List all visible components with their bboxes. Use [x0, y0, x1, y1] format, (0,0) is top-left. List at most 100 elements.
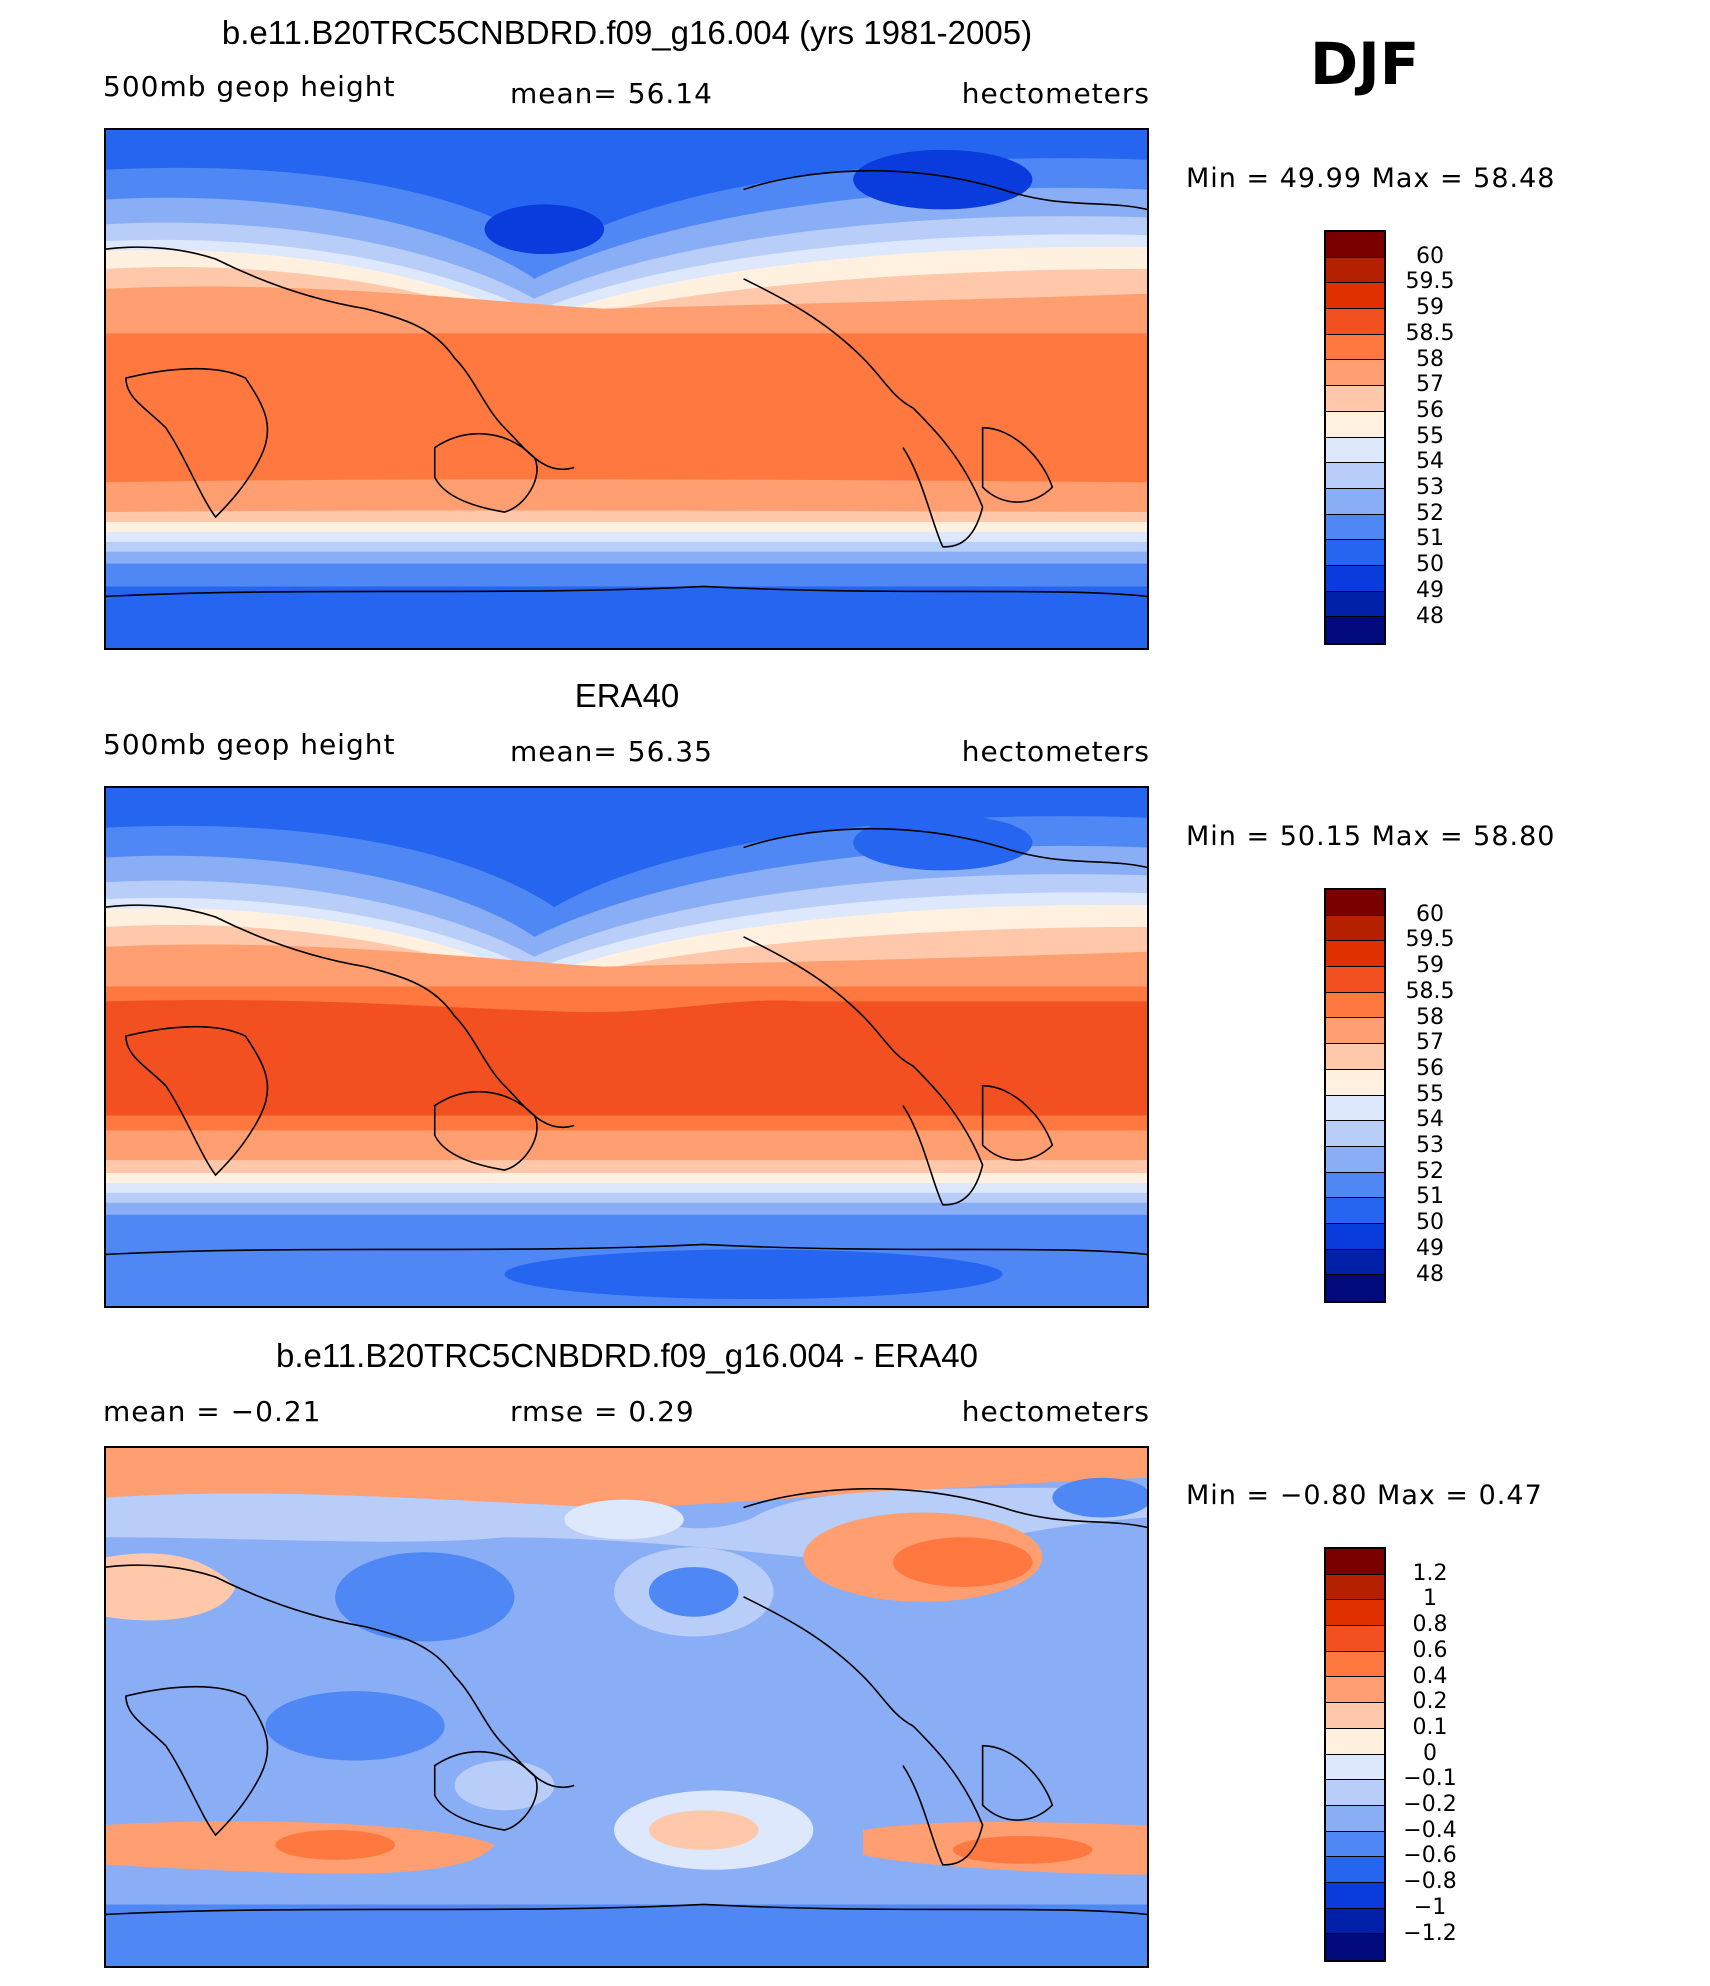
colorbar-swatch [1326, 1018, 1384, 1045]
colorbar-swatch [1326, 617, 1384, 643]
panel-3-units-label: hectometers [961, 1395, 1150, 1428]
colorbar-swatch [1326, 386, 1384, 412]
colorbar-swatch [1326, 915, 1384, 942]
colorbar-tick-label: 1 [1423, 1586, 1437, 1612]
panel-2-mean-label: mean= 56.35 [510, 735, 713, 768]
colorbar-swatch [1326, 1703, 1384, 1729]
colorbar-swatch [1326, 1146, 1384, 1173]
colorbar-swatch [1326, 334, 1384, 361]
colorbar-tick-label: −0.2 [1403, 1792, 1457, 1817]
colorbar-tick-label: 51 [1416, 526, 1444, 552]
colorbar-tick-label: 58.5 [1405, 978, 1455, 1004]
colorbar-swatch [1326, 1831, 1384, 1858]
colorbar-tick-label: −0.6 [1403, 1843, 1457, 1869]
panel-2-variable-label: 500mb geop height [103, 728, 396, 761]
colorbar-tick-label: 0.4 [1412, 1663, 1448, 1689]
colorbar-tick-label: 55 [1416, 423, 1444, 449]
panel-3-rmse-label: rmse = 0.29 [510, 1395, 695, 1428]
colorbar-swatch [1326, 1651, 1384, 1678]
panel-1-mean-label: mean= 56.14 [510, 77, 713, 110]
colorbar-swatch [1326, 967, 1384, 993]
colorbar-swatch [1326, 1249, 1384, 1276]
colorbar-tick-label: 49 [1416, 577, 1444, 603]
colorbar-swatch [1326, 1677, 1384, 1704]
colorbar-swatch [1326, 1574, 1384, 1601]
panel-1-contour-map [106, 130, 1147, 648]
panel-2-contour-map [106, 788, 1147, 1306]
panel-1-min-max: Min = 49.99 Max = 58.48 [1186, 163, 1556, 194]
panel-2-min-max: Min = 50.15 Max = 58.80 [1186, 821, 1556, 852]
colorbar-swatch [1326, 1044, 1384, 1070]
colorbar-tick-label: 59 [1416, 295, 1444, 321]
colorbar-tick-label: 49 [1416, 1235, 1444, 1261]
colorbar-tick-label: 0.8 [1412, 1612, 1448, 1638]
colorbar-swatch [1326, 1626, 1384, 1652]
colorbar-swatch [1326, 463, 1384, 489]
colorbar-swatch [1326, 1908, 1384, 1935]
colorbar-tick-label: 54 [1416, 449, 1444, 475]
colorbar-swatch [1326, 591, 1384, 618]
colorbar-swatch [1326, 1549, 1384, 1575]
colorbar-tick-label: 58.5 [1405, 320, 1455, 346]
colorbar-swatch [1326, 1121, 1384, 1147]
colorbar-swatch [1326, 1069, 1384, 1096]
colorbar-swatch [1326, 1728, 1384, 1755]
colorbar-tick-label: 59 [1416, 953, 1444, 979]
colorbar-tick-label: 50 [1416, 552, 1444, 578]
colorbar-swatch [1326, 488, 1384, 515]
panel-2-map [104, 786, 1149, 1308]
colorbar-tick-label: 1.2 [1412, 1560, 1448, 1586]
colorbar-tick-label: 51 [1416, 1184, 1444, 1210]
colorbar-swatch [1326, 283, 1384, 310]
colorbar-tick-label: 0 [1423, 1740, 1437, 1766]
colorbar-swatch [1326, 257, 1384, 284]
colorbar-swatch [1326, 1857, 1384, 1883]
colorbar-swatch [1326, 514, 1384, 541]
colorbar-swatch [1326, 565, 1384, 592]
colorbar-swatch [1326, 941, 1384, 968]
colorbar-tick-label: 53 [1416, 1133, 1444, 1158]
colorbar-tick-label: 59.5 [1405, 927, 1455, 953]
colorbar-swatch [1326, 437, 1384, 464]
panel-1-map [104, 128, 1149, 650]
colorbar-tick-label: 48 [1416, 1261, 1444, 1287]
colorbar-tick-label: 48 [1416, 603, 1444, 629]
colorbar-tick-label: 56 [1416, 1055, 1444, 1081]
colorbar-swatch [1326, 1198, 1384, 1224]
colorbar-tick-label: 58 [1416, 1004, 1444, 1030]
panel-2-colorbar [1324, 888, 1386, 1303]
colorbar-swatch [1326, 992, 1384, 1019]
panel-3-title: b.e11.B20TRC5CNBDRD.f09_g16.004 - ERA40 [276, 1337, 978, 1374]
colorbar-swatch [1326, 1172, 1384, 1199]
panel-3-map [104, 1446, 1149, 1968]
colorbar-tick-label: −1.2 [1403, 1920, 1457, 1946]
panel-3-min-max: Min = −0.80 Max = 0.47 [1186, 1480, 1543, 1511]
colorbar-tick-label: 54 [1416, 1107, 1444, 1133]
colorbar-tick-label: 0.1 [1412, 1714, 1448, 1740]
colorbar-swatch [1326, 540, 1384, 566]
colorbar-tick-label: 53 [1416, 475, 1444, 500]
panel-2-title: ERA40 [574, 677, 680, 714]
panel-1-title: b.e11.B20TRC5CNBDRD.f09_g16.004 (yrs 198… [221, 14, 1033, 51]
panel-1-units-label: hectometers [961, 77, 1150, 110]
colorbar-tick-label: 52 [1416, 500, 1444, 526]
colorbar-tick-label: −0.4 [1403, 1817, 1457, 1843]
colorbar-swatch [1326, 1754, 1384, 1781]
colorbar-swatch [1326, 360, 1384, 387]
colorbar-tick-label: −0.1 [1403, 1766, 1457, 1792]
colorbar-swatch [1326, 1223, 1384, 1250]
colorbar-swatch [1326, 1882, 1384, 1909]
colorbar-tick-label: 60 [1416, 243, 1444, 269]
colorbar-tick-label: 55 [1416, 1081, 1444, 1107]
colorbar-swatch [1326, 1934, 1384, 1960]
colorbar-swatch [1326, 411, 1384, 438]
colorbar-tick-label: 57 [1416, 1030, 1444, 1056]
panel-3-colorbar [1324, 1547, 1386, 1962]
panel-1-variable-label: 500mb geop height [103, 70, 396, 103]
colorbar-tick-label: −1 [1413, 1894, 1447, 1920]
colorbar-tick-label: 52 [1416, 1158, 1444, 1184]
colorbar-tick-label: 50 [1416, 1210, 1444, 1236]
panel-3-mean-label: mean = −0.21 [103, 1395, 322, 1428]
colorbar-tick-label: 0.6 [1412, 1637, 1448, 1663]
colorbar-tick-label: 60 [1416, 901, 1444, 927]
